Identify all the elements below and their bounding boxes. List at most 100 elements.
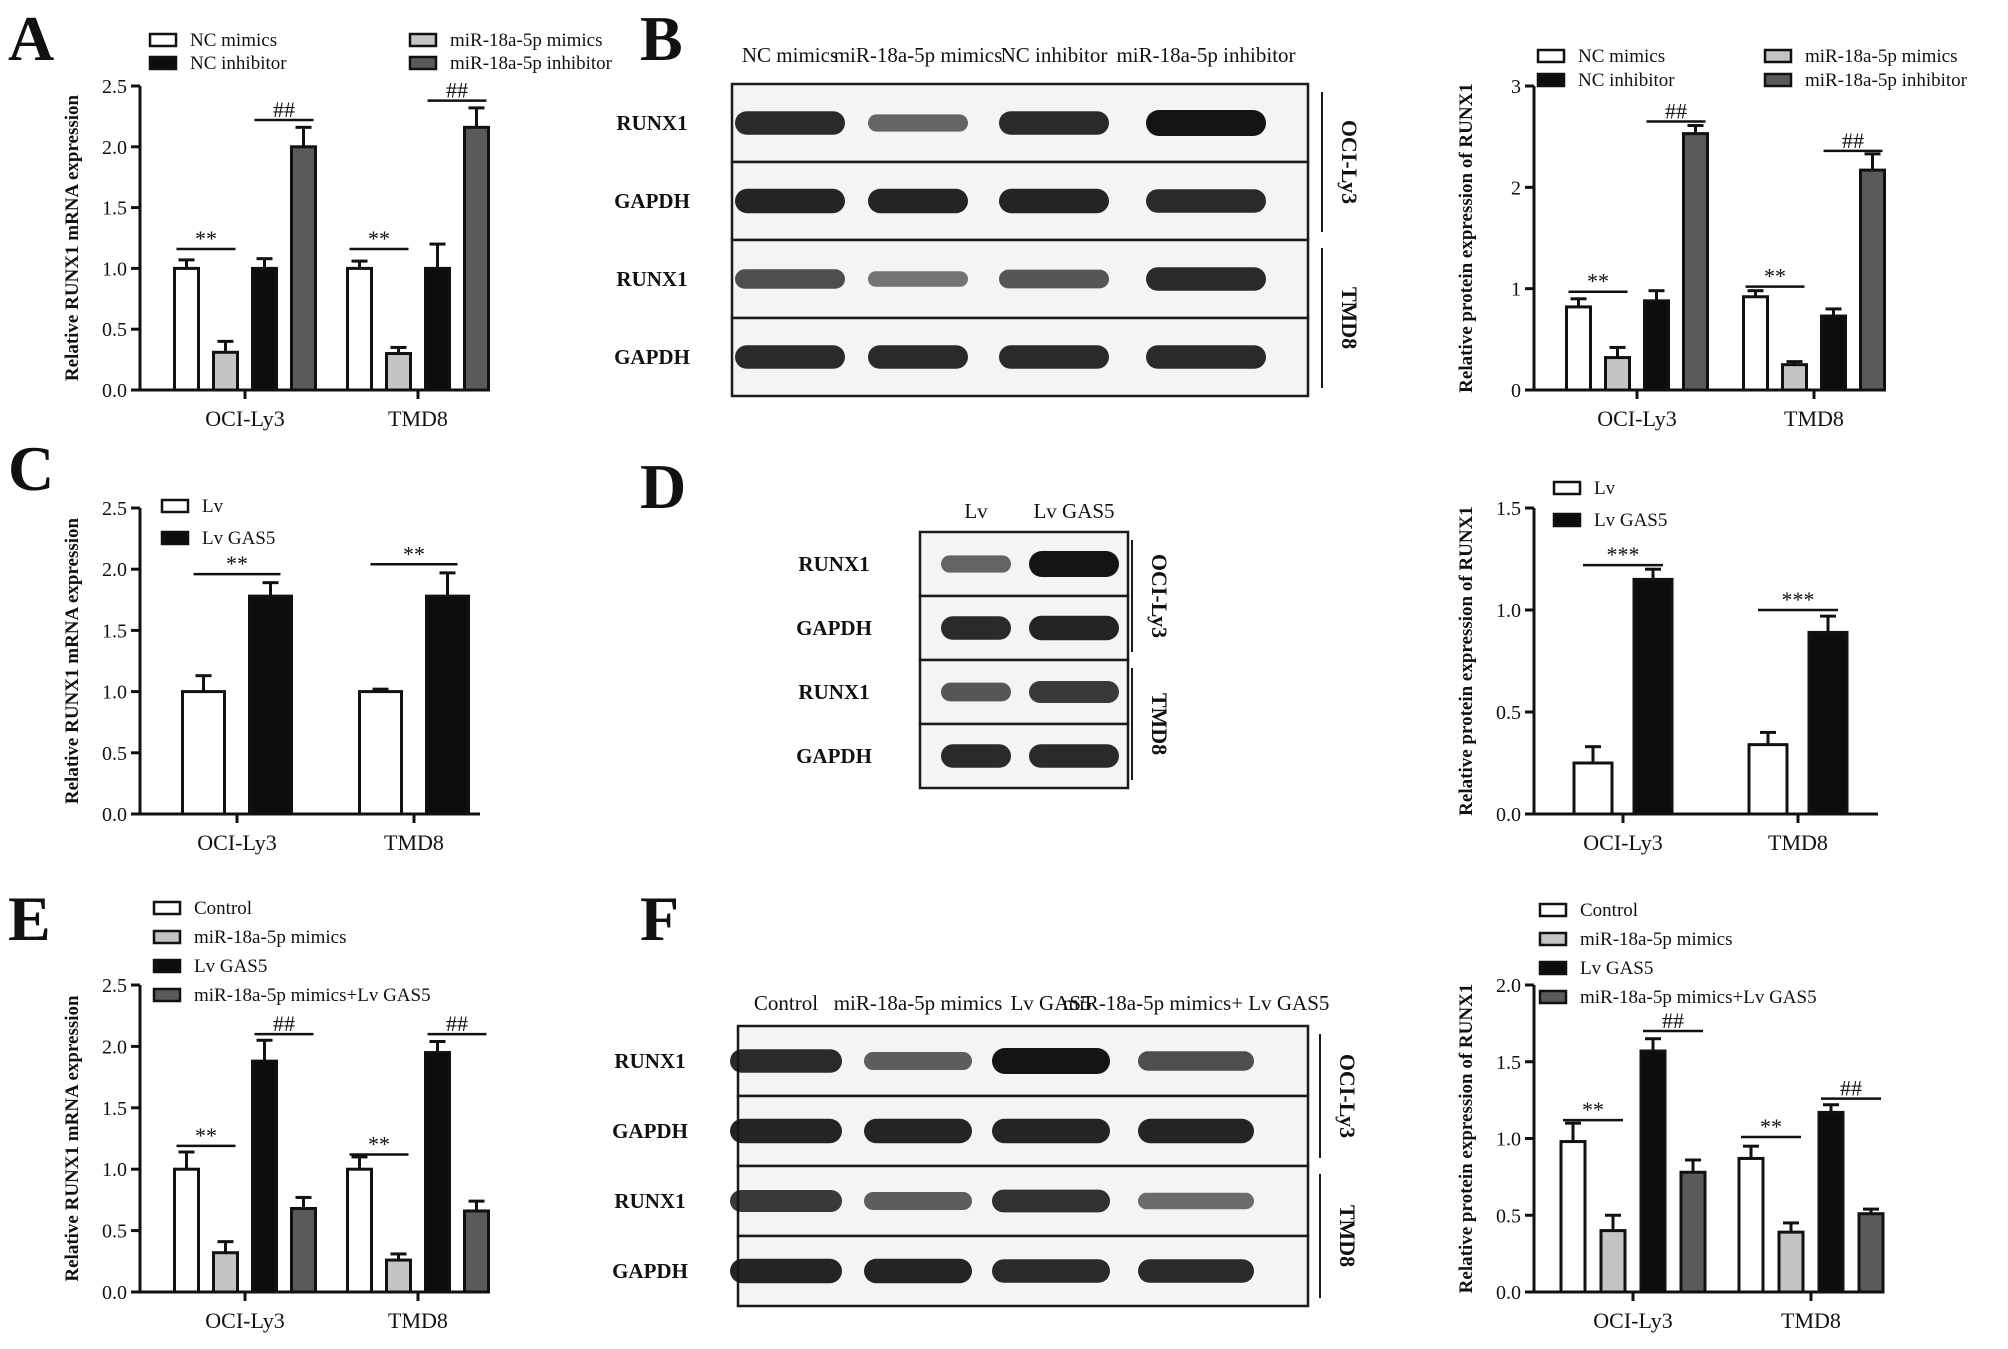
y-tick-label: 0.5 bbox=[1496, 1205, 1521, 1227]
bar bbox=[1604, 356, 1631, 392]
y-tick-label: 1 bbox=[1511, 279, 1521, 301]
bar bbox=[1559, 1140, 1587, 1294]
western-blot-f: Control miR-18a-5p mimics Lv GAS5miR-18a-5… bbox=[612, 991, 1360, 1308]
y-tick-label: 1.0 bbox=[1496, 600, 1521, 622]
y-tick-label: 1.5 bbox=[102, 198, 127, 220]
blot-column-header: miR-18a-5p mimics+ Lv GAS5 bbox=[1063, 991, 1330, 1015]
chart-panel-b-protein: 0 1 2 3 Relative protein expression of RUNX1… bbox=[1456, 46, 1968, 431]
legend-swatch bbox=[1536, 48, 1566, 64]
bar bbox=[1632, 577, 1674, 816]
western-blot-d: Lv Lv GAS5 RUNX1 GAPDH RUNX1 GAPDH OCI-Ly3 TMD8 bbox=[796, 499, 1172, 790]
blot-band bbox=[735, 111, 845, 135]
y-tick-label: 1.0 bbox=[102, 258, 127, 280]
blot-band bbox=[868, 271, 968, 287]
panel-letter-a: A bbox=[8, 3, 54, 74]
bar bbox=[1820, 314, 1847, 392]
legend-label: Lv GAS5 bbox=[1594, 510, 1667, 531]
legend-swatch bbox=[1552, 480, 1582, 496]
legend-label: NC inhibitor bbox=[1578, 70, 1675, 91]
significance-label: ** bbox=[403, 541, 425, 566]
blot-band bbox=[730, 1049, 842, 1073]
y-axis-title: Relative protein expression of RUNX1 bbox=[1456, 984, 1477, 1294]
bar bbox=[1747, 743, 1789, 816]
bar bbox=[1643, 299, 1670, 392]
category-label: OCI-Ly3 bbox=[205, 1308, 284, 1333]
significance-label: ** bbox=[195, 1123, 217, 1148]
significance-label: ** bbox=[1760, 1114, 1782, 1139]
y-tick-label: 2.5 bbox=[102, 975, 127, 997]
cell-line-label: OCI-Ly3 bbox=[1337, 120, 1362, 204]
blot-band bbox=[1138, 1118, 1254, 1144]
y-tick-label: 2.0 bbox=[102, 1036, 127, 1058]
legend-swatch bbox=[1538, 931, 1568, 947]
bar bbox=[358, 690, 403, 816]
cell-line-label: TMD8 bbox=[1147, 693, 1172, 755]
y-tick-label: 0.0 bbox=[102, 804, 127, 826]
significance-label: ** bbox=[1764, 264, 1786, 289]
legend-label: miR-18a-5p mimics+Lv GAS5 bbox=[194, 985, 431, 1006]
bar bbox=[251, 266, 278, 392]
significance-label: ** bbox=[226, 551, 248, 576]
blot-band bbox=[941, 744, 1011, 768]
y-tick-label: 1.5 bbox=[1496, 498, 1521, 520]
y-tick-label: 2.5 bbox=[102, 498, 127, 520]
legend-label: miR-18a-5p mimics bbox=[194, 927, 347, 948]
y-tick-label: 1.0 bbox=[1496, 1129, 1521, 1151]
legend-label: miR-18a-5p mimics bbox=[1580, 929, 1733, 950]
bar bbox=[346, 266, 373, 392]
y-tick-label: 2.5 bbox=[102, 76, 127, 98]
blot-band bbox=[992, 1048, 1110, 1074]
blot-band bbox=[992, 1118, 1110, 1144]
bar bbox=[290, 1206, 317, 1294]
y-tick-label: 0.5 bbox=[102, 319, 127, 341]
blot-row-label: GAPDH bbox=[612, 1119, 688, 1143]
significance-label: ** bbox=[368, 1131, 390, 1156]
legend-label: Lv bbox=[1594, 478, 1616, 499]
y-tick-label: 2.0 bbox=[102, 137, 127, 159]
category-label: TMD8 bbox=[388, 406, 448, 431]
blot-band bbox=[1138, 1259, 1254, 1283]
blot-column-header: NC mimics bbox=[742, 43, 838, 67]
significance-label: ## bbox=[273, 97, 295, 122]
legend-label: NC inhibitor bbox=[190, 53, 287, 74]
legend-swatch bbox=[1538, 960, 1568, 976]
legend-swatch bbox=[1538, 902, 1568, 918]
blot-band bbox=[730, 1258, 842, 1284]
legend-swatch bbox=[152, 900, 182, 916]
significance-label: ## bbox=[446, 78, 468, 103]
blot-band bbox=[941, 616, 1011, 640]
blot-band bbox=[735, 269, 845, 289]
blot-band bbox=[864, 1192, 972, 1210]
panel-letter-c: C bbox=[8, 433, 54, 504]
legend-swatch bbox=[148, 32, 178, 48]
category-label: TMD8 bbox=[1781, 1308, 1841, 1333]
blot-band bbox=[992, 1189, 1110, 1213]
chart-panel-e-mrna: 0.0 0.5 1.0 1.5 2.0 2.5 Relative RUNX1 mRNA ex… bbox=[62, 898, 490, 1333]
legend-swatch bbox=[408, 32, 438, 48]
blot-band bbox=[864, 1258, 972, 1284]
blot-band bbox=[1146, 267, 1266, 291]
blot-column-header: Lv bbox=[964, 499, 988, 523]
blot-row-label: GAPDH bbox=[612, 1259, 688, 1283]
category-label: TMD8 bbox=[384, 830, 444, 855]
legend-label: NC mimics bbox=[190, 30, 277, 51]
significance-label: ## bbox=[1842, 128, 1864, 153]
significance-label: ## bbox=[1662, 1008, 1684, 1033]
legend-swatch bbox=[1536, 72, 1566, 88]
blot-band bbox=[864, 1118, 972, 1144]
blot-band bbox=[1146, 345, 1266, 369]
blot-band bbox=[730, 1118, 842, 1144]
chart-panel-d-protein: 0.0 0.5 1.0 1.5 Relative protein expression … bbox=[1456, 478, 1878, 855]
panel-letter-e: E bbox=[8, 883, 51, 954]
bar bbox=[1781, 363, 1808, 392]
blot-column-header: Lv GAS5 bbox=[1010, 991, 1091, 1015]
y-tick-label: 1.5 bbox=[102, 620, 127, 642]
legend-label: miR-18a-5p mimics+Lv GAS5 bbox=[1580, 987, 1817, 1008]
blot-row-label: RUNX1 bbox=[614, 1049, 685, 1073]
blot-band bbox=[941, 682, 1011, 702]
bar bbox=[463, 1209, 490, 1294]
legend-swatch bbox=[1763, 72, 1793, 88]
bar bbox=[1679, 1170, 1707, 1294]
blot-column-header: miR-18a-5p mimics bbox=[834, 43, 1003, 67]
